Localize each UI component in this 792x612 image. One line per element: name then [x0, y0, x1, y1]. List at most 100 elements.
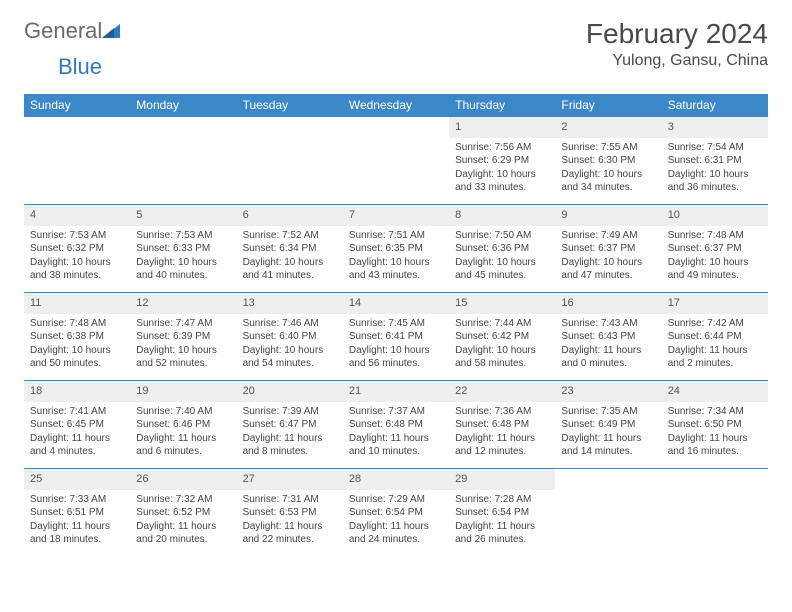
daylight-text: and 33 minutes. — [455, 181, 549, 195]
weekday-header: Monday — [130, 94, 236, 117]
day-details: Sunrise: 7:55 AMSunset: 6:30 PMDaylight:… — [555, 138, 661, 201]
day-details: Sunrise: 7:49 AMSunset: 6:37 PMDaylight:… — [555, 226, 661, 289]
sunset-text: Sunset: 6:33 PM — [136, 242, 230, 256]
daylight-text: Daylight: 11 hours — [243, 432, 337, 446]
calendar-empty-cell — [662, 469, 768, 557]
day-details: Sunrise: 7:31 AMSunset: 6:53 PMDaylight:… — [237, 490, 343, 553]
calendar-day-cell: 14Sunrise: 7:45 AMSunset: 6:41 PMDayligh… — [343, 293, 449, 381]
daylight-text: Daylight: 11 hours — [349, 520, 443, 534]
sunset-text: Sunset: 6:32 PM — [30, 242, 124, 256]
daylight-text: Daylight: 11 hours — [561, 432, 655, 446]
day-details: Sunrise: 7:48 AMSunset: 6:37 PMDaylight:… — [662, 226, 768, 289]
daylight-text: Daylight: 11 hours — [455, 432, 549, 446]
sunrise-text: Sunrise: 7:45 AM — [349, 317, 443, 331]
day-details: Sunrise: 7:53 AMSunset: 6:33 PMDaylight:… — [130, 226, 236, 289]
sunset-text: Sunset: 6:37 PM — [561, 242, 655, 256]
daylight-text: and 49 minutes. — [668, 269, 762, 283]
brand-part1: General — [24, 18, 102, 44]
day-number: 10 — [662, 205, 768, 226]
day-number: 16 — [555, 293, 661, 314]
sunrise-text: Sunrise: 7:49 AM — [561, 229, 655, 243]
sunrise-text: Sunrise: 7:53 AM — [136, 229, 230, 243]
sunrise-text: Sunrise: 7:34 AM — [668, 405, 762, 419]
day-details: Sunrise: 7:33 AMSunset: 6:51 PMDaylight:… — [24, 490, 130, 553]
calendar-day-cell: 11 Sunrise: 7:48 AMSunset: 6:38 PMDayligh… — [24, 293, 130, 381]
calendar-empty-cell — [130, 117, 236, 205]
daylight-text: Daylight: 10 hours — [243, 344, 337, 358]
calendar-day-cell: 24Sunrise: 7:34 AMSunset: 6:50 PMDayligh… — [662, 381, 768, 469]
calendar-day-cell: 20Sunrise: 7:39 AMSunset: 6:47 PMDayligh… — [237, 381, 343, 469]
sunrise-text: Sunrise: 7:48 AM — [668, 229, 762, 243]
daylight-text: and 2 minutes. — [668, 357, 762, 371]
weekday-header: Friday — [555, 94, 661, 117]
daylight-text: and 12 minutes. — [455, 445, 549, 459]
brand-logo: General — [24, 18, 122, 44]
daylight-text: Daylight: 11 hours — [136, 432, 230, 446]
calendar-table: SundayMondayTuesdayWednesdayThursdayFrid… — [24, 94, 768, 557]
calendar-day-cell: 3Sunrise: 7:54 AMSunset: 6:31 PMDaylight… — [662, 117, 768, 205]
sunset-text: Sunset: 6:43 PM — [561, 330, 655, 344]
daylight-text: and 26 minutes. — [455, 533, 549, 547]
daylight-text: Daylight: 11 hours — [349, 432, 443, 446]
calendar-empty-cell — [237, 117, 343, 205]
sunset-text: Sunset: 6:34 PM — [243, 242, 337, 256]
sunrise-text: Sunrise: 7:32 AM — [136, 493, 230, 507]
daylight-text: Daylight: 10 hours — [561, 256, 655, 270]
daylight-text: and 43 minutes. — [349, 269, 443, 283]
sunrise-text: Sunrise: 7:48 AM — [30, 317, 124, 331]
sunrise-text: Sunrise: 7:52 AM — [243, 229, 337, 243]
calendar-day-cell: 1Sunrise: 7:56 AMSunset: 6:29 PMDaylight… — [449, 117, 555, 205]
day-number: 3 — [662, 117, 768, 138]
calendar-day-cell: 16Sunrise: 7:43 AMSunset: 6:43 PMDayligh… — [555, 293, 661, 381]
day-number: 20 — [237, 381, 343, 402]
calendar-day-cell: 25Sunrise: 7:33 AMSunset: 6:51 PMDayligh… — [24, 469, 130, 557]
day-number: 5 — [130, 205, 236, 226]
calendar-body: 1Sunrise: 7:56 AMSunset: 6:29 PMDaylight… — [24, 117, 768, 557]
daylight-text: and 38 minutes. — [30, 269, 124, 283]
sunset-text: Sunset: 6:51 PM — [30, 506, 124, 520]
sunrise-text: Sunrise: 7:43 AM — [561, 317, 655, 331]
sunrise-text: Sunrise: 7:55 AM — [561, 141, 655, 155]
calendar-day-cell: 17Sunrise: 7:42 AMSunset: 6:44 PMDayligh… — [662, 293, 768, 381]
day-number: 19 — [130, 381, 236, 402]
day-details: Sunrise: 7:51 AMSunset: 6:35 PMDaylight:… — [343, 226, 449, 289]
calendar-day-cell: 7Sunrise: 7:51 AMSunset: 6:35 PMDaylight… — [343, 205, 449, 293]
daylight-text: Daylight: 10 hours — [455, 344, 549, 358]
calendar-week-row: 25Sunrise: 7:33 AMSunset: 6:51 PMDayligh… — [24, 469, 768, 557]
day-number: 17 — [662, 293, 768, 314]
sunrise-text: Sunrise: 7:50 AM — [455, 229, 549, 243]
day-number: 25 — [24, 469, 130, 490]
day-number: 11 — [24, 293, 130, 314]
calendar-day-cell: 22Sunrise: 7:36 AMSunset: 6:48 PMDayligh… — [449, 381, 555, 469]
calendar-week-row: 11Sunrise: 7:48 AMSunset: 6:38 PMDayligh… — [24, 293, 768, 381]
daylight-text: and 20 minutes. — [136, 533, 230, 547]
sunrise-text: Sunrise: 7:46 AM — [243, 317, 337, 331]
daylight-text: and 41 minutes. — [243, 269, 337, 283]
sunset-text: Sunset: 6:38 PM — [30, 330, 124, 344]
calendar-day-cell: 12Sunrise: 7:47 AMSunset: 6:39 PMDayligh… — [130, 293, 236, 381]
day-number: 29 — [449, 469, 555, 490]
daylight-text: Daylight: 11 hours — [30, 432, 124, 446]
day-number: 1 — [449, 117, 555, 138]
daylight-text: Daylight: 10 hours — [349, 256, 443, 270]
day-number: 26 — [130, 469, 236, 490]
daylight-text: Daylight: 11 hours — [30, 520, 124, 534]
daylight-text: Daylight: 10 hours — [136, 256, 230, 270]
day-number: 12 — [130, 293, 236, 314]
daylight-text: and 45 minutes. — [455, 269, 549, 283]
daylight-text: Daylight: 10 hours — [668, 168, 762, 182]
calendar-day-cell: 18Sunrise: 7:41 AMSunset: 6:45 PMDayligh… — [24, 381, 130, 469]
weekday-header: Sunday — [24, 94, 130, 117]
day-details: Sunrise: 7:52 AMSunset: 6:34 PMDaylight:… — [237, 226, 343, 289]
calendar-empty-cell — [24, 117, 130, 205]
daylight-text: Daylight: 10 hours — [30, 344, 124, 358]
daylight-text: Daylight: 10 hours — [668, 256, 762, 270]
day-details: Sunrise: 7:45 AMSunset: 6:41 PMDaylight:… — [343, 314, 449, 377]
sunset-text: Sunset: 6:47 PM — [243, 418, 337, 432]
day-details: Sunrise: 7:40 AMSunset: 6:46 PMDaylight:… — [130, 402, 236, 465]
day-number: 9 — [555, 205, 661, 226]
month-title: February 2024 — [586, 18, 768, 50]
sunset-text: Sunset: 6:50 PM — [668, 418, 762, 432]
calendar-day-cell: 8Sunrise: 7:50 AMSunset: 6:36 PMDaylight… — [449, 205, 555, 293]
sunset-text: Sunset: 6:35 PM — [349, 242, 443, 256]
